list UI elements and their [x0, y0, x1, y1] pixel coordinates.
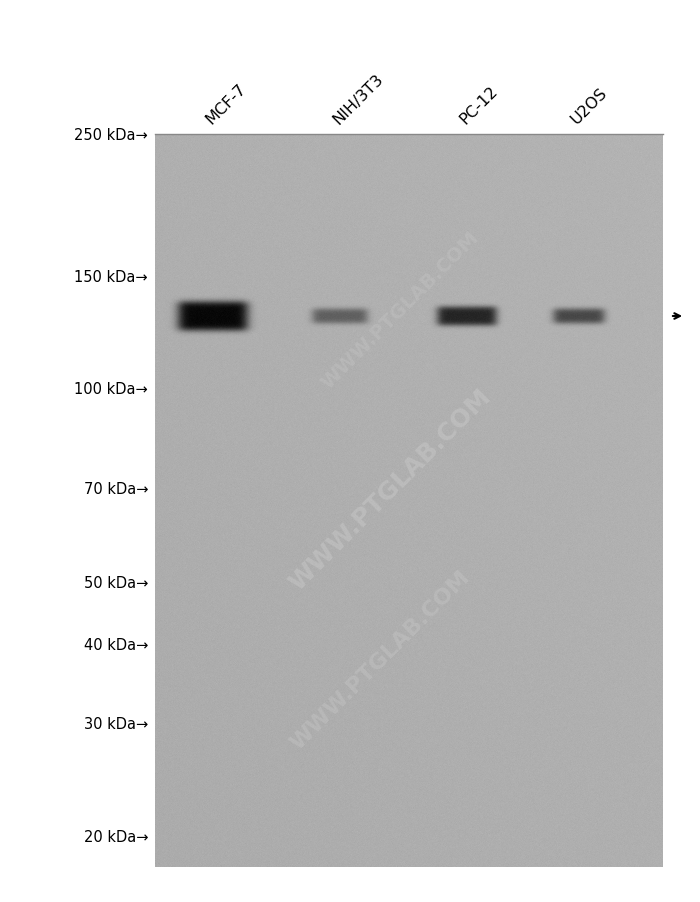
Text: PC-12: PC-12: [457, 83, 500, 127]
Text: 250 kDa→: 250 kDa→: [74, 127, 148, 143]
Text: NIH/3T3: NIH/3T3: [330, 71, 386, 127]
Text: 100 kDa→: 100 kDa→: [74, 382, 148, 397]
Text: 50 kDa→: 50 kDa→: [83, 575, 148, 590]
Text: 20 kDa→: 20 kDa→: [83, 830, 148, 844]
Text: 150 kDa→: 150 kDa→: [74, 269, 148, 284]
Text: WWW.PTGLAB.COM: WWW.PTGLAB.COM: [318, 227, 482, 391]
Text: U2OS: U2OS: [568, 85, 610, 127]
Text: WWW.PTGLAB.COM: WWW.PTGLAB.COM: [287, 566, 473, 752]
Text: MCF-7: MCF-7: [203, 81, 249, 127]
Text: 40 kDa→: 40 kDa→: [83, 637, 148, 652]
Text: 70 kDa→: 70 kDa→: [83, 481, 148, 496]
Text: WWW.PTGLAB.COM: WWW.PTGLAB.COM: [285, 384, 496, 594]
Text: 30 kDa→: 30 kDa→: [84, 717, 148, 732]
